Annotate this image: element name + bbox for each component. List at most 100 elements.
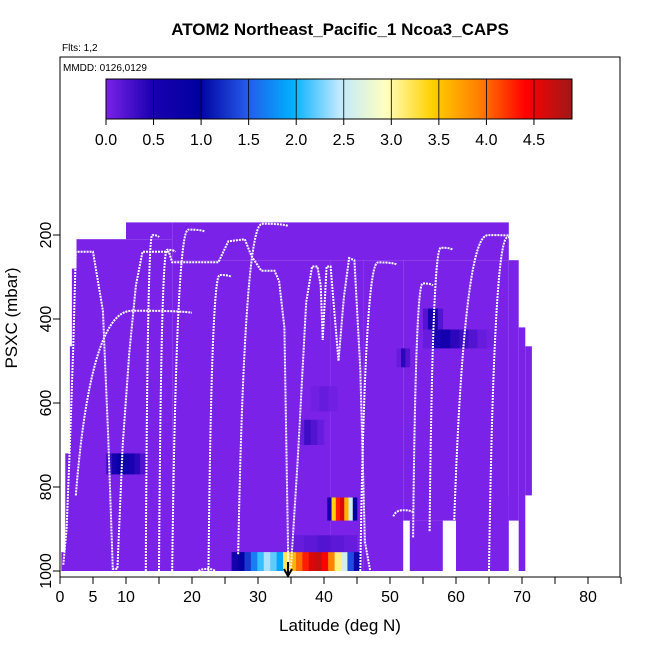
heatmap-cell-1-0: [231, 552, 239, 571]
x-tick-label-0: 0: [56, 589, 65, 606]
x-axis-label: Latitude (deg N): [279, 616, 401, 635]
heatmap-cell-3-2: [432, 308, 439, 330]
heatmap-cell-6-0: [297, 419, 305, 445]
heatmap-cell-6-2: [310, 419, 318, 445]
x-tick-label-5: 5: [89, 589, 98, 606]
heatmap-cell-1-16: [334, 552, 342, 571]
colorbar-gradient: [105, 78, 573, 120]
heatmap-cell-1-19: [353, 552, 361, 571]
colorbar-tick-label-8: 4.0: [475, 132, 497, 149]
colorbar-tick-label-4: 2.0: [285, 132, 307, 149]
background-cell-13: [456, 260, 509, 571]
heatmap-cell-7-0: [291, 535, 305, 553]
heatmap-cell-2-6: [352, 497, 358, 521]
background-cell-12: [409, 520, 443, 571]
heatmap-cell-2-3: [340, 497, 345, 521]
background-cell-7: [172, 222, 509, 261]
colorbar-tick-label-2: 1.0: [190, 132, 212, 149]
chart-title: ATOM2 Northeast_Pacific_1 Ncoa3_CAPS: [171, 20, 509, 39]
heatmap-cell-4-0: [423, 329, 433, 349]
heatmap-cell-1-13: [315, 552, 322, 571]
heatmap-cell-1-8: [283, 552, 290, 571]
flight-track-segment-11: [451, 234, 526, 572]
heatmap-cell-0-5: [134, 453, 141, 475]
colorbar-tick-label-0: 0.0: [95, 132, 117, 149]
colorbar-tick-label-9: 4.5: [523, 132, 545, 149]
heatmap-cell-5-2: [405, 348, 411, 368]
flight-track-segment-3: [171, 228, 206, 572]
background-cell-6: [172, 260, 225, 571]
heatmap-cell-1-10: [295, 552, 303, 571]
heatmap-cell-0-1: [111, 453, 118, 475]
heatmap-cell-8-1: [319, 386, 329, 412]
x-tick-label-20: 20: [183, 589, 201, 606]
heatmap-cell-1-1: [238, 552, 245, 571]
x-axis: 0 5 10 20 30 40 50 60 70 80: [56, 577, 622, 606]
heatmap-cell-3-1: [427, 308, 434, 330]
y-axis: 200 400 600 800 1000: [38, 222, 60, 589]
heatmap-cell-5-0: [396, 348, 402, 368]
heatmap-cell-1-15: [328, 552, 335, 571]
heatmap-cell-1-9: [289, 552, 297, 571]
heatmap-cell-2-4: [344, 497, 349, 521]
heatmap-cell-4-2: [441, 329, 451, 349]
heatmap-cell-4-1: [432, 329, 442, 349]
flight-track-segment-7: [359, 261, 398, 572]
flight-track-segment-6: [237, 222, 289, 555]
flight-track-segment-5: [207, 273, 233, 572]
flight-track-segment-12: [488, 236, 528, 572]
heatmap-cell-1-11: [302, 552, 310, 571]
x-tick-label-60: 60: [447, 589, 465, 606]
heatmap-cell-1-2: [244, 552, 252, 571]
heatmap-cell-2-2: [335, 497, 341, 521]
x-tick-label-80: 80: [579, 589, 597, 606]
heatmap-cell-7-2: [317, 535, 331, 553]
heatmap-cell-5-1: [401, 348, 406, 368]
background-cell-14: [508, 260, 519, 521]
plot-frame: [59, 56, 621, 578]
flight-track-segment-0: [74, 309, 193, 496]
y-tick-label-600: 600: [38, 390, 55, 417]
flight-track-segment-9: [412, 282, 434, 538]
colorbar-tick-label-6: 3.0: [380, 132, 402, 149]
heatmap-cell-3-3: [437, 308, 444, 330]
background-cell-3: [71, 268, 80, 571]
heatmap-cell-7-1: [304, 535, 318, 553]
heatmap-cell-2-5: [348, 497, 354, 521]
background-cell-11: [403, 260, 456, 521]
y-tick-label-200: 200: [38, 222, 55, 249]
colorbar-tick-label-5: 2.5: [333, 132, 355, 149]
heatmap-cell-0-3: [123, 453, 130, 475]
background-cell-5: [126, 222, 173, 240]
flight-track-segment-10: [428, 246, 454, 532]
y-tick-label-1000: 1000: [38, 553, 55, 589]
colorbar-tick-label-1: 0.5: [142, 132, 164, 149]
heatmap-cell-2-0: [327, 497, 332, 521]
heatmap-cell-0-4: [128, 453, 135, 475]
background-cell-17: [482, 495, 509, 521]
colorbar: 0.0 0.5 1.0 1.5 2.0 2.5 3.0 3.5 4.0 4.5: [95, 78, 573, 149]
heatmap-cell-1-3: [250, 552, 258, 571]
colorbar-tick-label-3: 1.5: [238, 132, 260, 149]
heatmap-cell-1-4: [257, 552, 265, 571]
y-tick-label-800: 800: [38, 474, 55, 501]
flight-track: [62, 222, 528, 575]
background-cell-15: [518, 327, 526, 571]
arrow-marker-icon: [283, 562, 293, 579]
x-tick-label-40: 40: [315, 589, 333, 606]
heatmap-cell-4-7: [486, 329, 496, 349]
heatmap-cell-7-3: [330, 535, 345, 553]
heatmap-cell-4-3: [450, 329, 460, 349]
heatmap-cell-7-4: [343, 535, 358, 553]
heatmap-cell-3-0: [423, 308, 429, 330]
heatmap-cell-8-2: [328, 386, 338, 412]
background-cell-4: [76, 239, 173, 571]
heatmap-cell-1-7: [276, 552, 284, 571]
dates-label: MMDD: 0126,0129: [63, 63, 147, 74]
heatmap-cell-0-2: [117, 453, 124, 475]
heatmap-cells: [61, 222, 532, 571]
flight-track-segment-2: [158, 248, 177, 572]
heatmap-cell-8-0: [310, 386, 320, 412]
x-tick-label-10: 10: [117, 589, 135, 606]
